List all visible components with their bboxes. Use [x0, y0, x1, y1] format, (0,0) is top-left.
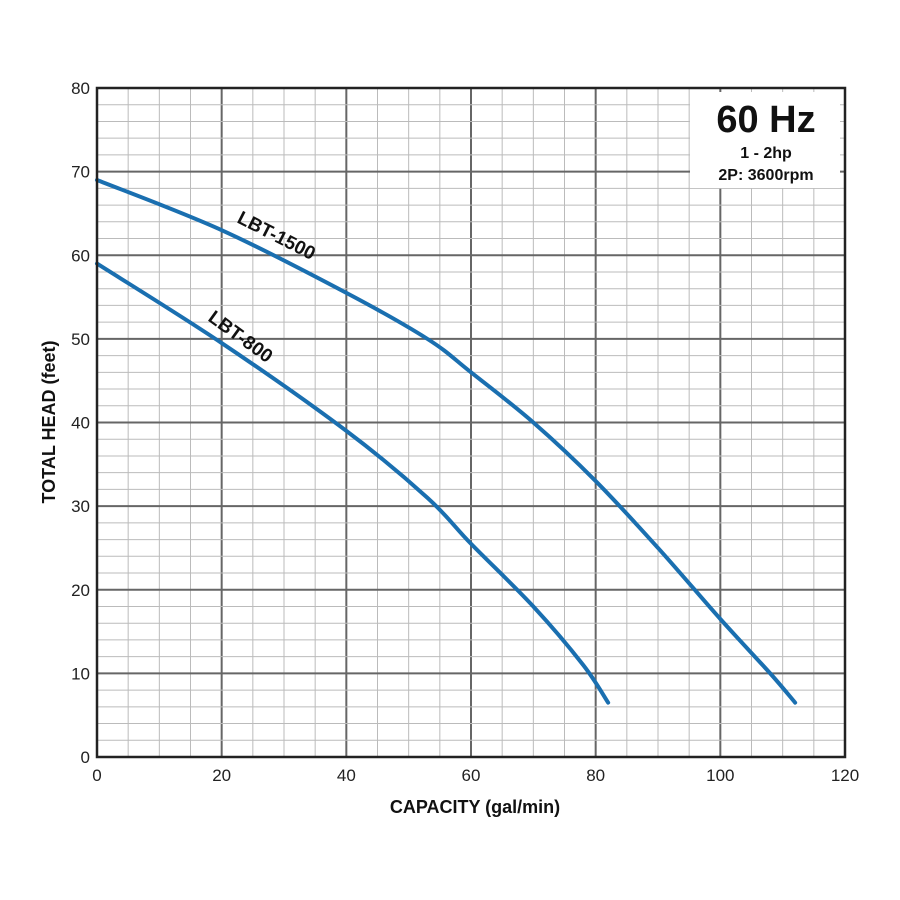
- curve-lbt-800: [95, 261, 611, 705]
- y-tick-label: 30: [71, 497, 90, 516]
- y-tick-label: 80: [71, 79, 90, 98]
- x-tick-label: 80: [586, 766, 605, 785]
- x-tick-label: 0: [92, 766, 101, 785]
- annotation-box: [690, 92, 840, 188]
- plot-frame: [95, 86, 847, 759]
- tick-labels: 0 20 40 60 80 100 120 0 10 20 30 40 50 60 70 80: [71, 79, 859, 785]
- annotation-title: 60 Hz: [716, 99, 815, 141]
- y-axis-label: TOTAL HEAD (feet): [39, 340, 59, 503]
- annotation-line2: 2P: 3600rpm: [718, 167, 813, 184]
- y-tick-label: 40: [71, 414, 90, 433]
- y-tick-label: 0: [81, 748, 90, 767]
- x-tick-label: 100: [706, 766, 734, 785]
- curve-lbt-1500: [95, 177, 798, 705]
- y-tick-label: 70: [71, 163, 90, 182]
- annotation-line1: 1 - 2hp: [740, 145, 792, 162]
- grid: [96, 87, 846, 758]
- curves: [95, 177, 798, 705]
- x-tick-label: 60: [462, 766, 481, 785]
- x-tick-label: 40: [337, 766, 356, 785]
- y-tick-label: 50: [71, 330, 90, 349]
- y-tick-label: 60: [71, 246, 90, 265]
- y-tick-label: 20: [71, 581, 90, 600]
- x-tick-label: 120: [831, 766, 859, 785]
- y-tick-label: 10: [71, 664, 90, 683]
- x-tick-label: 20: [212, 766, 231, 785]
- x-axis-label: CAPACITY (gal/min): [390, 797, 560, 817]
